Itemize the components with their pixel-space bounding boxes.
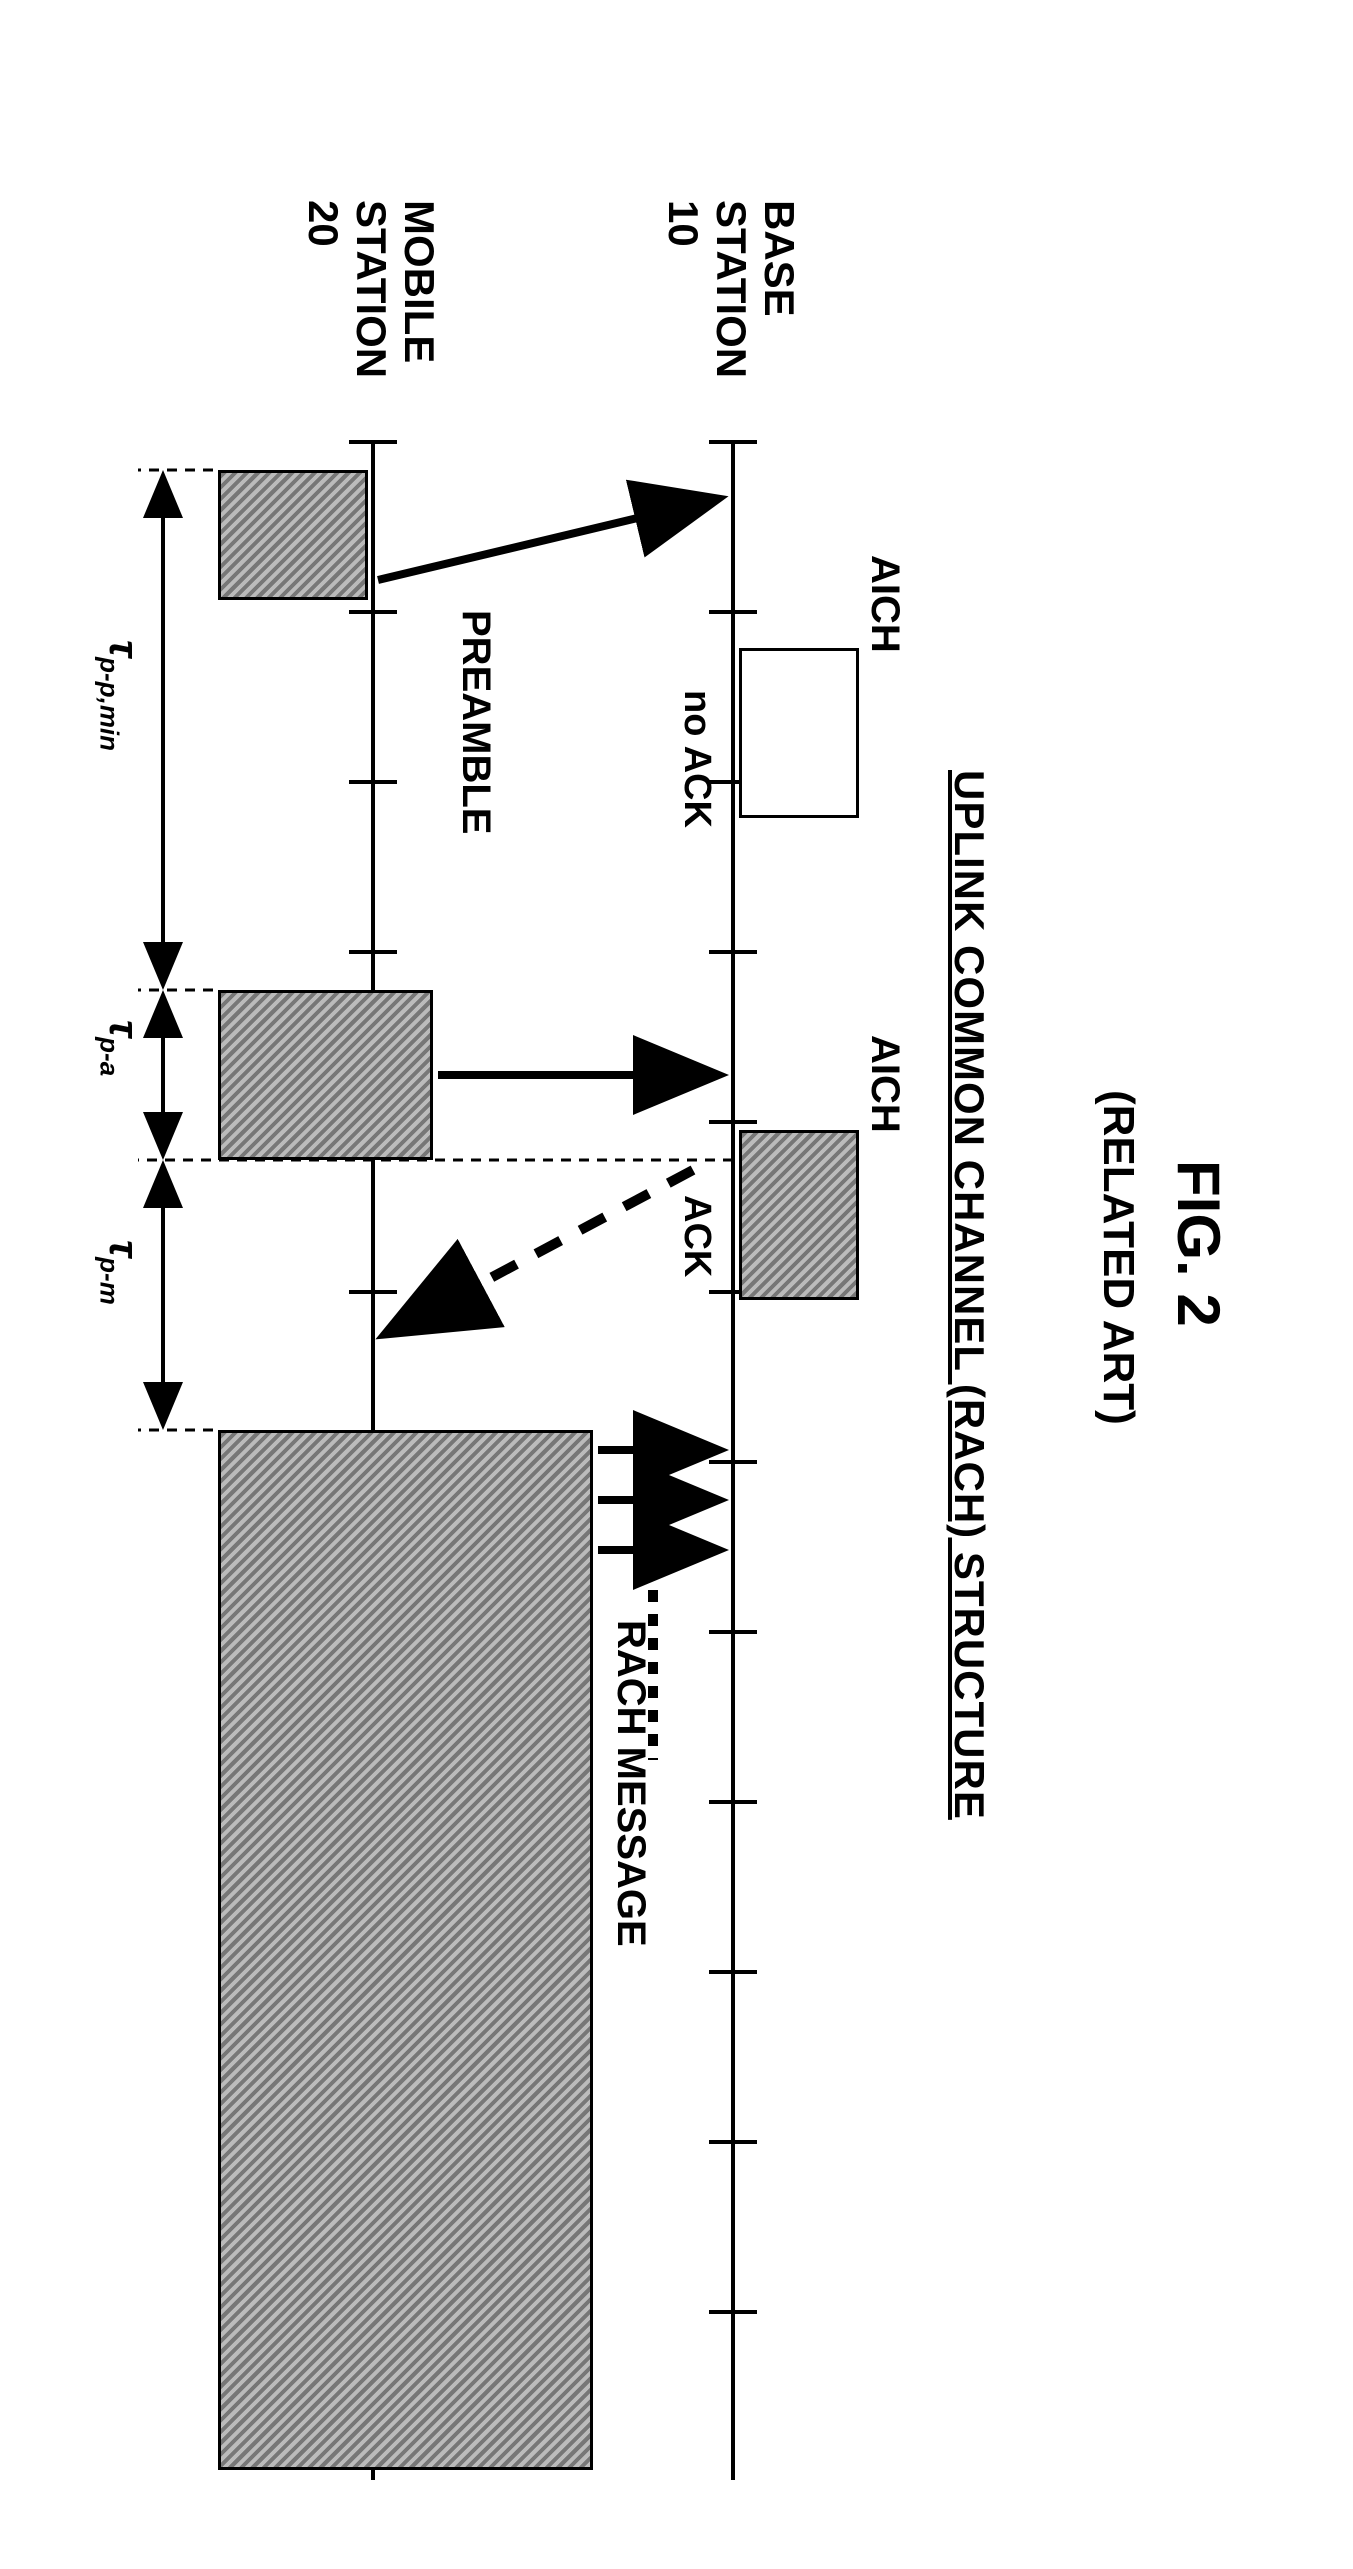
mobile-station-num: 20 (299, 200, 347, 247)
related-art-label: (RELATED ART) (1093, 1090, 1143, 1425)
tick (709, 1800, 757, 1804)
tick (709, 2310, 757, 2314)
base-station-label-1: BASE (755, 200, 803, 317)
tick (709, 610, 757, 614)
tick (709, 950, 757, 954)
aich-label-2: AICH (862, 1035, 907, 1133)
aich-label-1: AICH (862, 555, 907, 653)
mobile-station-label-2: STATION (347, 200, 395, 378)
tick (709, 1120, 757, 1124)
mobile-station-label-1: MOBILE (395, 200, 443, 363)
aich-box-2 (739, 1130, 859, 1300)
tick (709, 2140, 757, 2144)
tick (349, 610, 397, 614)
tau-pm-label: τp-m (94, 1240, 148, 1305)
preamble-label: PREAMBLE (453, 610, 498, 834)
no-ack-label: no ACK (675, 690, 718, 828)
diagram-title: UPLINK COMMON CHANNEL (RACH) STRUCTURE (945, 770, 993, 1820)
tick (709, 1460, 757, 1464)
rach-message-label: RACH MESSAGE (608, 1620, 653, 1947)
figure-label: FIG. 2 (1164, 1160, 1233, 1327)
base-station-num: 10 (659, 200, 707, 247)
figure-canvas: FIG. 2 (RELATED ART) UPLINK COMMON CHANN… (0, 0, 1353, 2569)
base-station-label-2: STATION (707, 200, 755, 378)
tick (349, 780, 397, 784)
aich-box-1 (739, 648, 859, 818)
preamble-box-2 (218, 990, 433, 1160)
tick (709, 1630, 757, 1634)
tau-pa-label: τp-a (94, 1020, 148, 1076)
rach-message-box (218, 1430, 593, 2470)
preamble-box-1 (218, 470, 368, 600)
tick (349, 440, 397, 444)
tick (349, 1290, 397, 1294)
tick (349, 950, 397, 954)
tick (709, 1970, 757, 1974)
arrow-preamble1-up (0, 0, 1353, 2569)
tau-pp-label: τp-p,min (94, 640, 148, 751)
ack-label: ACK (675, 1195, 718, 1277)
tick (709, 440, 757, 444)
